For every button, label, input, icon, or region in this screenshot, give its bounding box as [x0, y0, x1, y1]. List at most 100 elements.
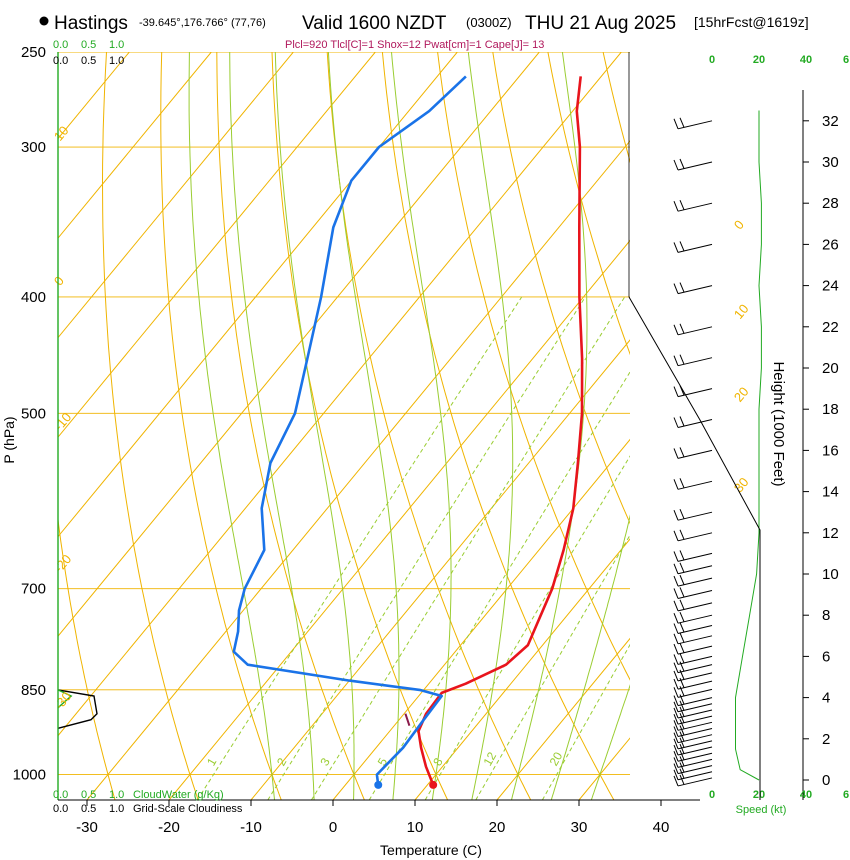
wind-barb — [673, 509, 713, 521]
moist-adiabat — [550, 514, 630, 800]
height-tick-label: 20 — [822, 360, 839, 377]
wind-barb — [673, 354, 713, 367]
wind-barb — [673, 653, 713, 665]
wind-barb-flag — [679, 562, 685, 573]
wind-barb-flag — [673, 751, 679, 762]
dry-adiabat — [547, 52, 630, 356]
wind-barb-flag — [673, 242, 679, 253]
cloud-axis-label: 0.5 — [81, 39, 96, 51]
wind-barb-flag — [673, 775, 679, 787]
wind-barb-flag — [673, 417, 679, 428]
height-tick-label: 26 — [822, 236, 839, 253]
wind-barb-flag — [679, 478, 685, 488]
isotherm-line — [332, 438, 630, 800]
mixing-ratio-line — [541, 643, 630, 800]
mixing-ratio-label: 12 — [480, 749, 499, 768]
station-coords: -39.645°,176.766° (77,76) — [139, 17, 266, 29]
wind-speed-tick-label: 20 — [753, 54, 765, 66]
wind-barb-shaft — [677, 746, 713, 756]
cloud-axis-label: 1.0 — [109, 803, 124, 815]
wind-barb-flag — [679, 158, 685, 169]
wind-barb-flag — [679, 241, 685, 252]
mixing-ratio-label: 2 — [274, 755, 290, 768]
wind-barb-flag — [673, 324, 679, 335]
x-tick-label: 30 — [571, 819, 588, 836]
y-axis-title: P (hPa) — [1, 416, 17, 463]
cloud-axis-label: 1.0 — [109, 55, 124, 67]
wind-barb-shaft — [677, 688, 713, 698]
x-tick-label: -20 — [158, 819, 180, 836]
isotherm-line — [496, 637, 630, 800]
boundary-line — [628, 296, 761, 800]
wind-barb-flag — [679, 447, 685, 458]
mixing-ratio-line — [310, 296, 626, 800]
moist-adiabat — [229, 52, 315, 800]
wind-barb-flag — [673, 613, 679, 624]
wind-barb — [673, 587, 713, 599]
wind-barb — [673, 731, 713, 744]
isotherm-line — [58, 52, 212, 239]
moist-adiabat — [467, 52, 514, 800]
height-tick-label: 4 — [822, 690, 830, 707]
x-tick-label: -30 — [76, 819, 98, 836]
wind-barb — [673, 447, 713, 459]
wind-barb-flag — [679, 529, 685, 540]
cloud-axis-label: 0.5 — [81, 803, 96, 815]
wind-barb-flag — [673, 744, 679, 756]
mixing-ratio-label: 20 — [547, 749, 566, 768]
surface-dewpoint-dot — [374, 780, 383, 789]
wind-barb-flag — [679, 200, 685, 210]
wind-barb-flag — [673, 738, 679, 750]
moist-adiabat — [391, 52, 452, 800]
wind-barb — [673, 550, 713, 562]
isotherm-label: -20 — [51, 551, 75, 575]
wind-barb-flag — [673, 643, 679, 655]
wind-barb-flag — [673, 687, 679, 698]
cloud-layer — [57, 689, 98, 729]
wind-barb-flag — [679, 642, 685, 653]
cloudiness-label: Grid-Scale Cloudiness — [133, 803, 243, 815]
wind-barb-flag — [673, 757, 679, 768]
cloud-axis-label: 0.0 — [53, 803, 68, 815]
wind-barb-flag — [679, 719, 685, 730]
wind-barb-flag — [673, 355, 679, 366]
wind-barb — [673, 706, 713, 719]
moist-adiabat — [511, 52, 588, 800]
height-tick-label: 22 — [822, 319, 839, 336]
grid-clipped: 1 2 3 5 8 12 20 — [58, 52, 630, 800]
wind-barb-flag — [679, 725, 685, 736]
wind-barb — [673, 750, 713, 762]
pressure-tick-label: 250 — [21, 44, 46, 61]
wind-barb — [673, 712, 713, 725]
wind-speed-line — [735, 110, 762, 781]
wind-barb-flag — [673, 623, 679, 634]
wind-barb-flag — [673, 159, 679, 171]
moist-adiabat — [188, 52, 275, 800]
wind-speed-tick-label: 40 — [800, 54, 812, 66]
mixing-ratio-label: 1 — [204, 755, 220, 768]
wind-barb — [673, 774, 713, 787]
wind-barb-shaft — [677, 565, 713, 575]
wind-barb-shaft — [677, 734, 713, 744]
x-tick-label: 10 — [407, 819, 424, 836]
pressure-tick-label: 300 — [21, 139, 46, 156]
dry-adiabat — [216, 52, 365, 800]
height-tick-label: 28 — [822, 195, 839, 212]
wind-layer — [673, 110, 762, 787]
height-tick-label: 8 — [822, 607, 830, 624]
wind-barb-flag — [679, 653, 685, 664]
wind-barb-flag — [679, 743, 685, 754]
wind-barb-flag — [679, 694, 685, 705]
wind-barb-flag — [673, 600, 679, 612]
x-axis-title: Temperature (C) — [380, 842, 482, 858]
axis-layer: 100-10-20-300102030250300400500700850100… — [13, 39, 849, 836]
wind-barb-flag — [673, 283, 679, 294]
wind-barb-flag — [673, 575, 679, 587]
wind-barb-flag — [679, 661, 685, 672]
mixing-ratio-line — [424, 455, 630, 800]
wind-barb-shaft — [677, 672, 713, 682]
mixing-ratio-line — [368, 371, 630, 800]
pressure-tick-label: 1000 — [13, 767, 46, 784]
surface-temp-dot — [429, 780, 438, 789]
